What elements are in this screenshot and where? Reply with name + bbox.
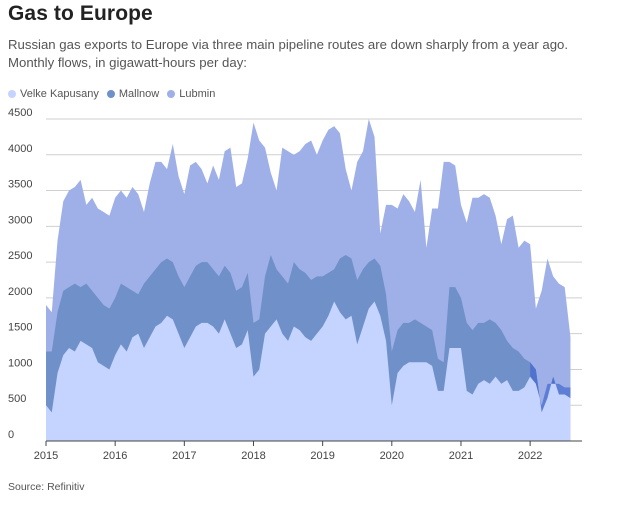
legend-item-lubmin: Lubmin: [167, 88, 215, 100]
y-tick-label: 1000: [8, 357, 32, 369]
y-tick-label: 0: [8, 429, 14, 441]
area-series-velke-kapusany: [46, 301, 571, 441]
legend-label-velke-kapusany: Velke Kapusany: [20, 88, 99, 100]
chart-legend: Velke Kapusany Mallnow Lubmin: [8, 88, 215, 100]
x-tick-label: 2015: [34, 450, 58, 462]
y-tick-label: 4000: [8, 143, 32, 155]
legend-swatch-velke-kapusany: [8, 90, 16, 98]
y-tick-label: 1500: [8, 322, 32, 334]
x-tick-label: 2020: [380, 450, 404, 462]
chart-title: Gas to Europe: [8, 2, 153, 25]
legend-label-lubmin: Lubmin: [179, 88, 216, 100]
y-tick-label: 2500: [8, 250, 32, 262]
legend-swatch-lubmin: [167, 90, 176, 98]
x-tick-label: 2017: [172, 450, 196, 462]
x-tick-label: 2016: [103, 450, 127, 462]
x-tick-label: 2019: [310, 450, 334, 462]
y-tick-label: 3500: [8, 179, 32, 191]
chart-plot: 0 500 1000 1500 2000 2500 3000 3500 4000 4500 2015…: [8, 108, 582, 462]
y-tick-label: 4500: [8, 108, 32, 119]
y-tick-label: 2000: [8, 286, 32, 298]
source-note: Source: Refinitiv: [8, 481, 85, 493]
area-mallnow-2022-band: [530, 362, 571, 413]
axis-layer: 0 500 1000 1500 2000 2500 3000 3500 4000 4500 2015…: [8, 108, 582, 462]
y-tick-label: 3000: [8, 214, 32, 226]
legend-swatch-mallnow: [106, 90, 115, 98]
legend-item-velke-kapusany: Velke Kapusany: [8, 88, 99, 100]
area-layer: [46, 119, 571, 441]
chart-subtitle: Russian gas exports to Europe via three …: [8, 37, 569, 70]
x-tick-label: 2022: [518, 450, 542, 462]
legend-label-mallnow: Mallnow: [118, 88, 160, 100]
legend-item-mallnow: Mallnow: [106, 88, 160, 100]
x-tick-label: 2018: [241, 450, 265, 462]
y-tick-label: 500: [8, 393, 26, 405]
x-tick-label: 2021: [449, 450, 473, 462]
